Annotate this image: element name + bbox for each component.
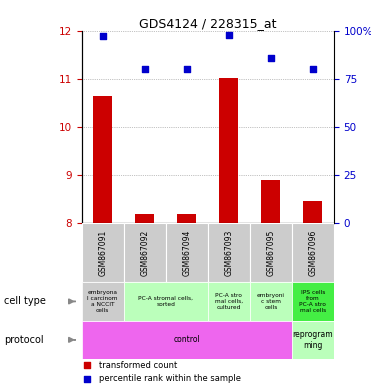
Bar: [250, 223, 292, 282]
Text: GSM867094: GSM867094: [182, 229, 191, 276]
Point: [226, 31, 232, 38]
Bar: [292, 223, 334, 282]
Text: transformed count: transformed count: [99, 361, 178, 370]
Bar: [208, 282, 250, 321]
Text: GSM867091: GSM867091: [98, 229, 107, 276]
Bar: [124, 282, 208, 321]
Bar: [303, 201, 322, 223]
Bar: [82, 282, 124, 321]
Bar: [124, 223, 166, 282]
Text: GSM867096: GSM867096: [308, 229, 317, 276]
Bar: [177, 214, 196, 223]
Bar: [292, 282, 334, 321]
Bar: [262, 180, 280, 223]
Text: protocol: protocol: [4, 335, 43, 345]
Point: [142, 66, 148, 72]
Point: [268, 55, 274, 61]
Text: IPS cells
from
PC-A stro
mal cells: IPS cells from PC-A stro mal cells: [299, 290, 326, 313]
Text: PC-A stromal cells,
sorted: PC-A stromal cells, sorted: [138, 296, 193, 307]
Point: [310, 66, 316, 72]
Text: embryoni
c stem
cells: embryoni c stem cells: [257, 293, 285, 310]
Point: [84, 376, 90, 382]
Text: cell type: cell type: [4, 296, 46, 306]
Bar: [82, 321, 292, 359]
Point: [100, 33, 106, 40]
Text: reprogram
ming: reprogram ming: [293, 330, 333, 349]
Bar: [208, 223, 250, 282]
Text: GSM867092: GSM867092: [140, 229, 149, 276]
Text: percentile rank within the sample: percentile rank within the sample: [99, 374, 241, 383]
Title: GDS4124 / 228315_at: GDS4124 / 228315_at: [139, 17, 276, 30]
Point: [84, 362, 90, 368]
Bar: [82, 223, 124, 282]
Bar: [292, 321, 334, 359]
Text: PC-A stro
mal cells,
cultured: PC-A stro mal cells, cultured: [215, 293, 243, 310]
Bar: [250, 282, 292, 321]
Text: control: control: [173, 335, 200, 344]
Bar: [219, 78, 238, 223]
Bar: [93, 96, 112, 223]
Bar: [135, 214, 154, 223]
Bar: [166, 223, 208, 282]
Text: embryona
l carcinom
a NCCIT
cells: embryona l carcinom a NCCIT cells: [88, 290, 118, 313]
Point: [184, 66, 190, 72]
Text: GSM867093: GSM867093: [224, 229, 233, 276]
Text: GSM867095: GSM867095: [266, 229, 275, 276]
